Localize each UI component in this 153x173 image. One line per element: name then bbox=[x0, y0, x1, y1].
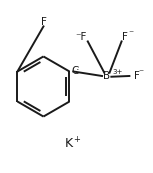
Text: +: + bbox=[73, 135, 80, 144]
Text: K: K bbox=[65, 137, 73, 150]
Text: ⁻: ⁻ bbox=[139, 68, 144, 78]
Text: C: C bbox=[71, 66, 79, 76]
Text: ·: · bbox=[75, 65, 79, 75]
Text: ⁻F: ⁻F bbox=[75, 32, 87, 42]
Text: 3+: 3+ bbox=[112, 69, 123, 75]
Text: F: F bbox=[41, 17, 46, 27]
Text: B: B bbox=[103, 71, 110, 81]
Text: F: F bbox=[122, 32, 127, 42]
Text: F: F bbox=[134, 71, 140, 81]
Text: ⁻: ⁻ bbox=[129, 30, 134, 40]
